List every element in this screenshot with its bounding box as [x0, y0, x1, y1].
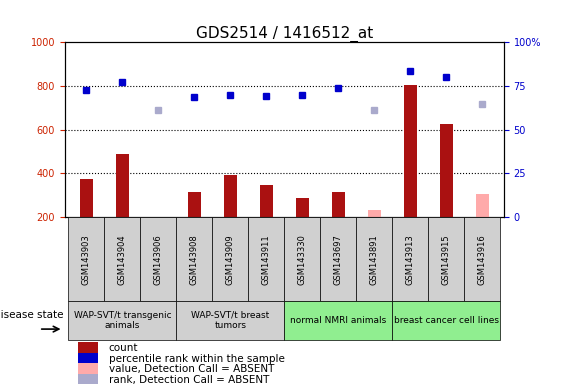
Text: percentile rank within the sample: percentile rank within the sample	[109, 354, 284, 364]
Text: value, Detection Call = ABSENT: value, Detection Call = ABSENT	[109, 364, 274, 374]
Text: GSM143697: GSM143697	[334, 234, 343, 285]
Text: GSM143909: GSM143909	[226, 234, 235, 285]
Bar	[176, 301, 284, 340]
Text: GSM143906: GSM143906	[154, 234, 163, 285]
Bar	[392, 217, 428, 301]
Text: WAP-SVT/t transgenic
animals: WAP-SVT/t transgenic animals	[74, 311, 171, 330]
Text: GSM143891: GSM143891	[370, 234, 379, 285]
Bar	[356, 217, 392, 301]
Bar	[104, 217, 140, 301]
Bar	[296, 199, 309, 217]
Text: GSM143908: GSM143908	[190, 234, 199, 285]
Bar	[440, 124, 453, 217]
Bar	[188, 192, 200, 217]
Text: GSM143913: GSM143913	[406, 234, 415, 285]
Text: disease state: disease state	[0, 310, 64, 320]
Bar	[68, 301, 176, 340]
Text: GSM143904: GSM143904	[118, 234, 127, 285]
Bar	[332, 192, 345, 217]
Bar	[78, 353, 98, 364]
Text: GSM143916: GSM143916	[478, 234, 487, 285]
Bar	[140, 217, 176, 301]
Bar	[464, 217, 501, 301]
Bar	[284, 217, 320, 301]
Text: normal NMRI animals: normal NMRI animals	[290, 316, 386, 325]
Bar	[78, 342, 98, 354]
Bar	[260, 185, 272, 217]
Text: GSM143915: GSM143915	[442, 234, 451, 285]
Bar	[224, 175, 236, 217]
Bar	[248, 217, 284, 301]
Title: GDS2514 / 1416512_at: GDS2514 / 1416512_at	[196, 26, 373, 42]
Bar	[404, 85, 417, 217]
Text: breast cancer cell lines: breast cancer cell lines	[394, 316, 499, 325]
Bar	[78, 374, 98, 384]
Text: GSM143330: GSM143330	[298, 234, 307, 285]
Bar	[428, 217, 464, 301]
Bar	[80, 179, 93, 217]
Bar	[152, 217, 164, 218]
Bar	[284, 301, 392, 340]
Bar	[392, 301, 501, 340]
Bar	[212, 217, 248, 301]
Text: WAP-SVT/t breast
tumors: WAP-SVT/t breast tumors	[191, 311, 270, 330]
Text: GSM143903: GSM143903	[82, 234, 91, 285]
Bar	[320, 217, 356, 301]
Bar	[78, 363, 98, 375]
Text: GSM143911: GSM143911	[262, 234, 271, 285]
Text: count: count	[109, 343, 138, 353]
Text: rank, Detection Call = ABSENT: rank, Detection Call = ABSENT	[109, 375, 269, 384]
Bar	[476, 194, 489, 217]
Bar	[116, 154, 128, 217]
Bar	[68, 217, 104, 301]
Bar	[176, 217, 212, 301]
Bar	[368, 210, 381, 217]
